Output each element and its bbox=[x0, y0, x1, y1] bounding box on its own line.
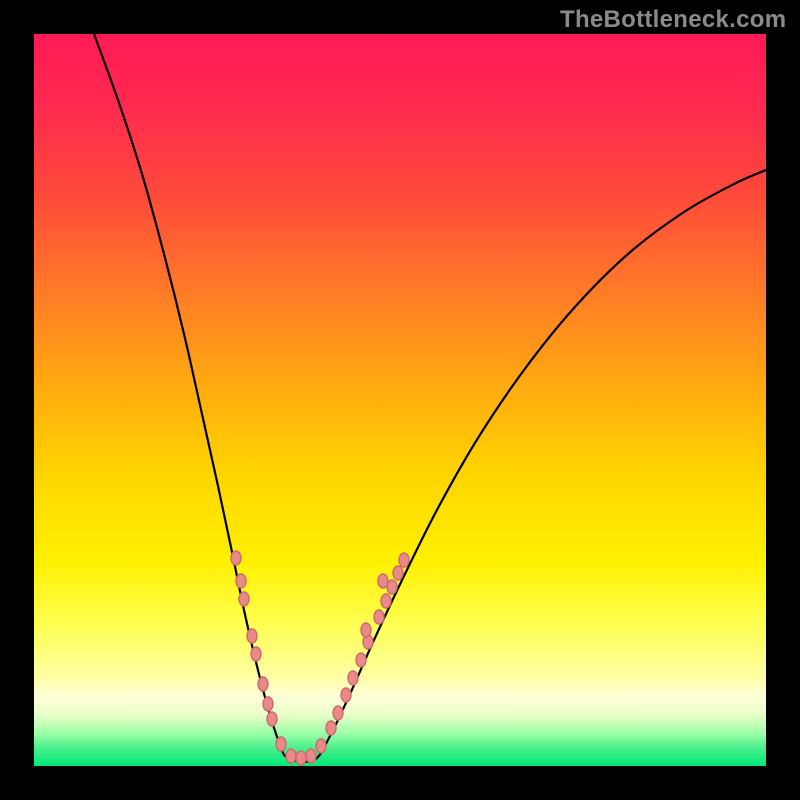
marker-point bbox=[378, 574, 388, 588]
marker-point bbox=[239, 592, 249, 606]
marker-point bbox=[286, 749, 296, 763]
marker-point bbox=[276, 737, 286, 751]
marker-point bbox=[306, 749, 316, 763]
marker-point bbox=[348, 671, 358, 685]
marker-point bbox=[361, 623, 371, 637]
marker-point bbox=[356, 653, 366, 667]
chart-frame: TheBottleneck.com bbox=[0, 0, 800, 800]
marker-point bbox=[333, 706, 343, 720]
chart-svg bbox=[34, 34, 766, 766]
marker-point bbox=[374, 610, 384, 624]
marker-point bbox=[381, 594, 391, 608]
marker-point bbox=[258, 677, 268, 691]
marker-point bbox=[267, 712, 277, 726]
marker-point bbox=[251, 647, 261, 661]
marker-point bbox=[247, 629, 257, 643]
marker-point bbox=[341, 688, 351, 702]
marker-point bbox=[263, 697, 273, 711]
plot-area bbox=[34, 34, 766, 766]
marker-point bbox=[399, 553, 409, 567]
marker-point bbox=[393, 566, 403, 580]
watermark-text: TheBottleneck.com bbox=[560, 6, 786, 34]
gradient-background bbox=[34, 34, 766, 766]
marker-point bbox=[316, 739, 326, 753]
marker-point bbox=[326, 721, 336, 735]
marker-point bbox=[236, 574, 246, 588]
marker-point bbox=[296, 751, 306, 765]
marker-point bbox=[231, 551, 241, 565]
